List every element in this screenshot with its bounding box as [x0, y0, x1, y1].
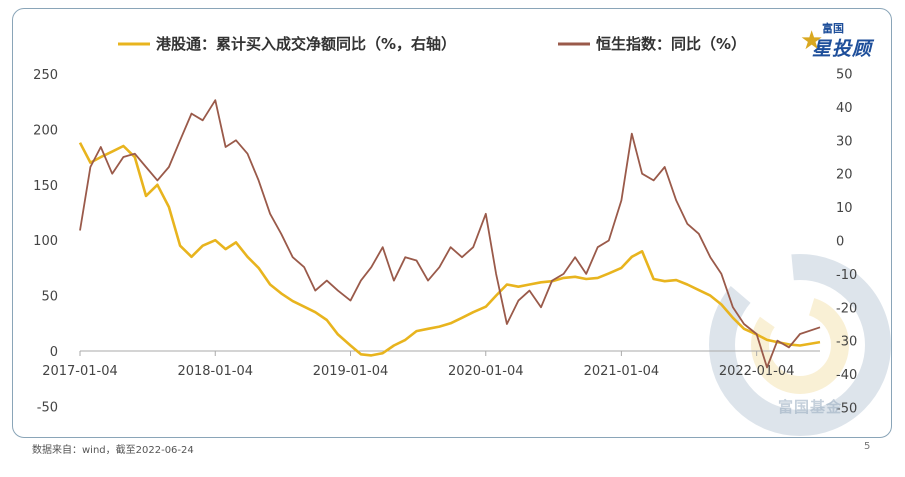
x-tick-label: 2017-01-04	[42, 364, 118, 379]
left-tick-label: 50	[41, 290, 58, 305]
right-tick-label: 40	[836, 101, 853, 116]
right-tick-label: -50	[836, 402, 857, 417]
x-axis: 2017-01-04 2018-01-04 2019-01-04 2020-01-04…	[42, 350, 820, 379]
series-line-1	[78, 142, 821, 357]
series-line-2	[79, 99, 821, 369]
left-tick-label: 100	[33, 234, 58, 249]
x-tick-label: 2021-01-04	[584, 364, 660, 379]
logo-main-text: 星投顾	[812, 38, 873, 60]
source-note: 数据来自：wind，截至2022-06-24	[32, 445, 194, 456]
left-axis: -50 0 50 100 150 200 250	[33, 68, 58, 415]
x-tick-label: 2019-01-04	[313, 364, 389, 379]
legend-label-series2: 恒生指数：同比（%）	[596, 35, 746, 53]
chart-frame	[12, 8, 892, 438]
x-tick-label: 2020-01-04	[448, 364, 524, 379]
logo-small-text: 富国	[822, 22, 844, 35]
x-tick-label: 2018-01-04	[177, 364, 253, 379]
right-tick-label: -20	[836, 301, 857, 316]
left-tick-label: 0	[50, 345, 58, 360]
plot-lines	[78, 99, 821, 369]
star-icon: ★	[800, 26, 824, 56]
watermark-text: 富国基金	[778, 398, 843, 416]
right-tick-label: 50	[836, 68, 853, 83]
left-tick-label: 250	[33, 68, 58, 83]
right-tick-label: -30	[836, 335, 857, 350]
right-axis: -50 -40 -30 -20 -10 0 10 20 30 40 50	[836, 68, 857, 417]
legend-label-series1: 港股通：累计买入成交净额同比（%，右轴）	[156, 35, 456, 53]
x-tick-label: 2022-01-04	[719, 364, 795, 379]
right-tick-label: -40	[836, 368, 857, 383]
right-tick-label: 20	[836, 168, 853, 183]
left-tick-label: -50	[37, 400, 58, 415]
right-tick-label: -10	[836, 268, 857, 283]
left-tick-label: 150	[33, 179, 58, 194]
right-tick-label: 10	[836, 201, 853, 216]
page-number: 5	[864, 441, 871, 452]
right-tick-label: 0	[836, 235, 844, 250]
right-tick-label: 30	[836, 134, 853, 149]
legend: 港股通：累计买入成交净额同比（%，右轴） 恒生指数：同比（%）	[118, 35, 746, 53]
left-tick-label: 200	[33, 123, 58, 138]
